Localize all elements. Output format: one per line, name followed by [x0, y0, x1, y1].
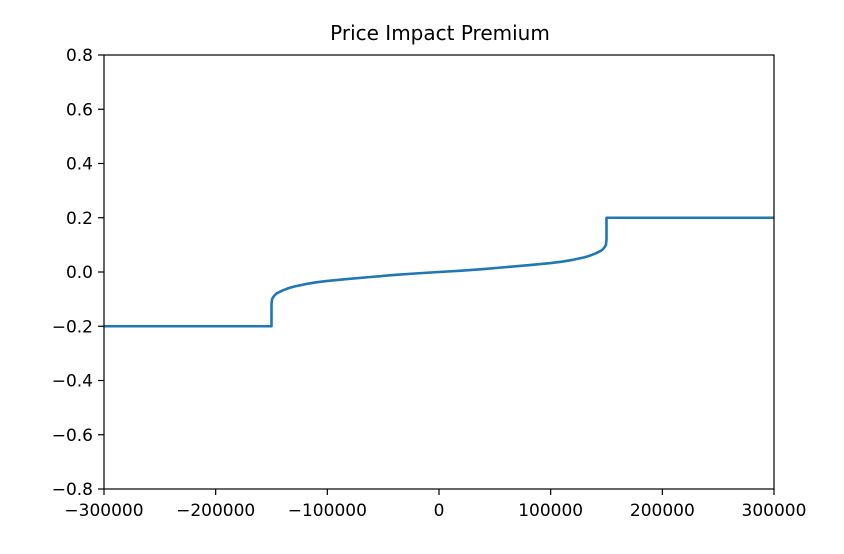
y-tick-label: 0.8: [66, 46, 93, 66]
series-line-0: [104, 216, 774, 328]
x-tick-label: 0: [434, 501, 445, 521]
y-axis: −0.8 −0.6 −0.4 −0.2 0.0 0.2 0.4 0.6 0.8: [52, 46, 104, 500]
x-tick-label: −200000: [176, 501, 255, 521]
y-tick-label: 0.2: [66, 209, 93, 229]
x-tick-label: 200000: [630, 501, 695, 521]
x-tick-label: −300000: [64, 501, 143, 521]
x-tick-label: 100000: [518, 501, 583, 521]
x-tick-label: 300000: [742, 501, 807, 521]
y-tick-label: 0.0: [66, 263, 93, 283]
chart-title: Price Impact Premium: [330, 21, 550, 45]
y-tick-label: 0.4: [66, 155, 93, 175]
y-tick-label: −0.2: [52, 317, 93, 337]
y-tick-label: −0.8: [52, 480, 93, 500]
y-tick-label: −0.6: [52, 426, 93, 446]
y-tick-label: −0.4: [52, 372, 93, 392]
x-axis: −300000 −200000 −100000 0 100000 200000 300000: [64, 489, 806, 521]
y-tick-label: 0.6: [66, 100, 93, 120]
x-tick-label: −100000: [288, 501, 367, 521]
plot-area: [104, 216, 774, 328]
